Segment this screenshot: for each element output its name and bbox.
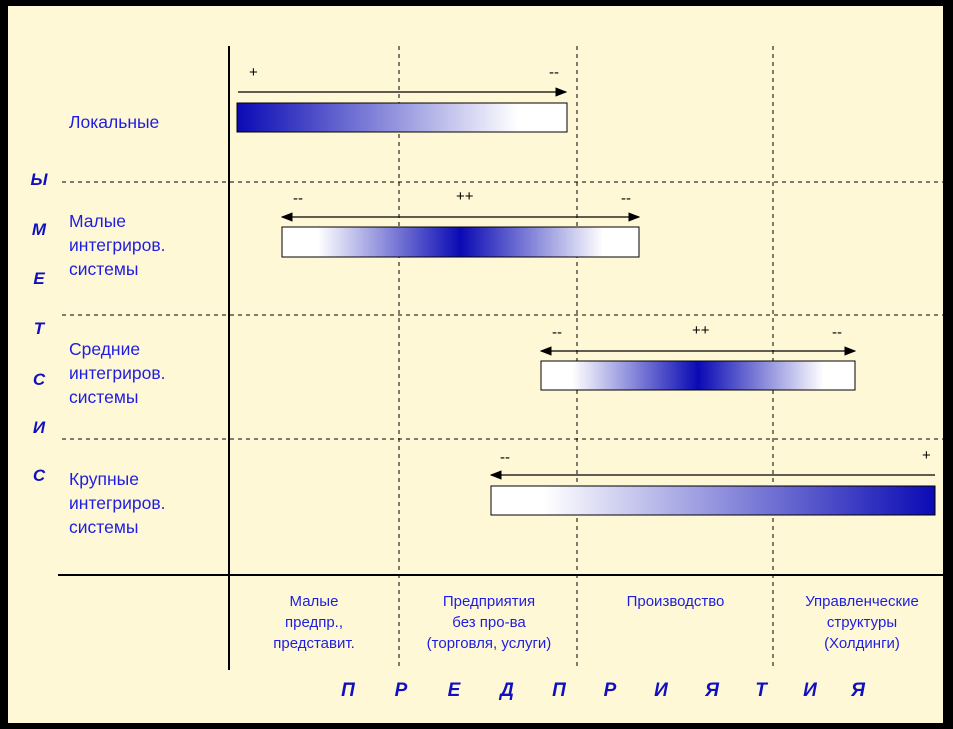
row-label-large: Крупные интегриров. системы [69,469,166,537]
column-separators [398,46,774,670]
range-local-left-mark: + [249,64,258,81]
row-label-local: Локальные [69,112,160,132]
horizontal-axis-title-letter: Р [603,680,617,701]
range-large-right-mark: + [922,447,931,464]
row-separators [62,181,943,440]
range-bar-large [490,485,936,516]
horizontal-axis-title-letter: П [552,680,566,701]
horizontal-axis-title-letter: Я [705,680,719,701]
horizontal-axis-title-letter: Е [447,680,461,701]
vertical-axis-title-letter: Ы [30,170,48,189]
range-bar-small [281,226,640,258]
range-local-right-mark: -- [549,64,559,81]
range-medium-left-mark: -- [552,324,562,341]
horizontal-axis-title-letter: И [654,680,668,701]
range-large-left-mark: -- [500,449,510,466]
range-bar-local [236,102,568,133]
range-medium-center-mark: ++ [692,322,710,339]
horizontal-axis-title-letter: И [803,680,817,701]
horizontal-axis-title-letter: Т [755,680,767,701]
column-label-production: Производство [626,593,725,610]
diagram-graphics [58,46,943,670]
vertical-axis-title-letter: М [31,220,47,239]
vertical-axis-title-letter: Т [33,319,45,338]
row-label-small: Малые интегриров. системы [69,211,166,279]
horizontal-axis-title-letter: П [341,680,355,701]
range-small-right-mark: -- [621,190,631,207]
horizontal-axis-title-letter: Д [500,680,514,701]
column-label-small-enterprises: Малые предпр., представит. [273,593,355,652]
range-bar-medium [540,360,856,391]
range-small-left-mark: -- [293,190,303,207]
diagram-frame: + -- -- ++ -- -- ++ -- -- + Локальные Ма… [6,4,945,725]
horizontal-axis-title-letter: Р [394,680,408,701]
range-medium-right-mark: -- [832,324,842,341]
vertical-axis-title-letter: С [32,370,46,389]
column-label-non-production: Предприятия без про-ва (торговля, услуги… [426,593,552,652]
column-label-holdings: Управленческие структуры (Холдинги) [805,593,919,652]
horizontal-axis-title-letter: Я [851,680,865,701]
vertical-axis-title-letter: И [32,418,46,437]
row-label-medium: Средние интегриров. системы [69,339,166,407]
vertical-axis-title-letter: С [32,466,46,485]
range-small-center-mark: ++ [456,188,474,205]
vertical-axis-title-letter: Е [33,269,45,288]
